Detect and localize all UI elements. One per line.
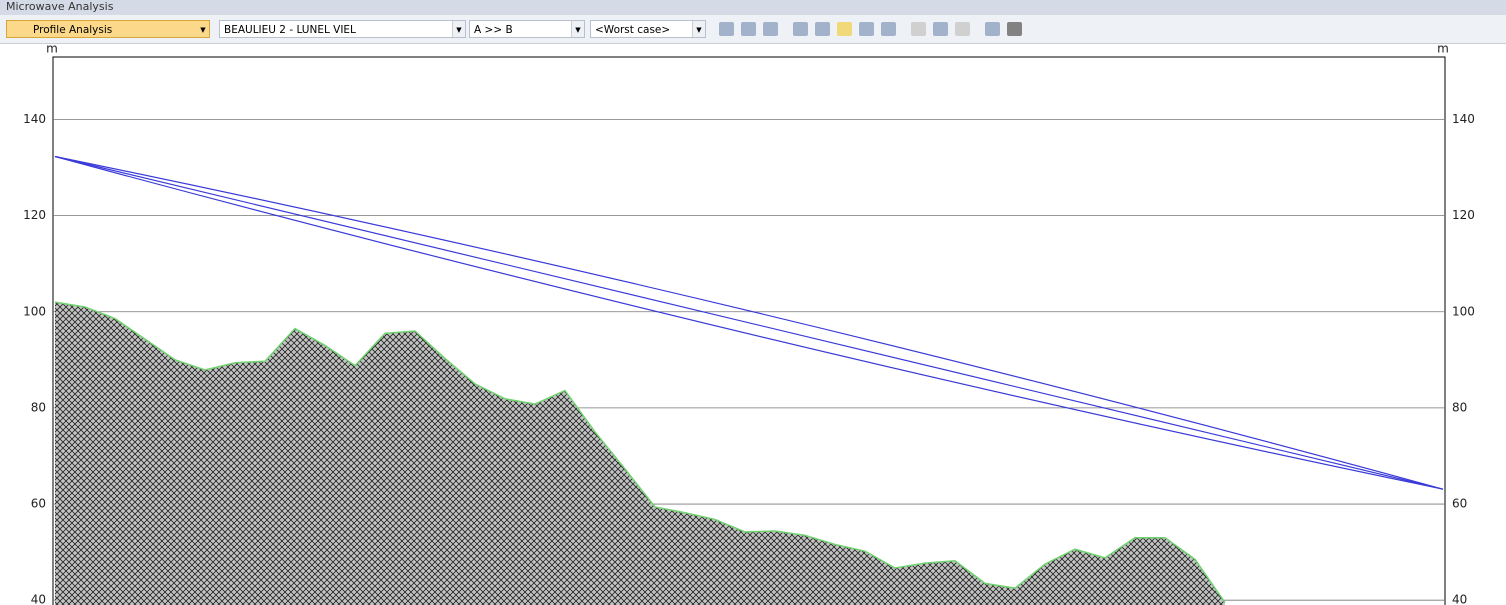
tool-icon[interactable] <box>1007 22 1022 36</box>
dropdown-arrow: ▼ <box>452 21 465 37</box>
tool-icon[interactable] <box>793 22 808 36</box>
dropdown-arrow: ▼ <box>571 21 584 37</box>
dropdown-arrow: ▼ <box>692 21 705 37</box>
mode-combo[interactable]: Profile Analysis ▼ <box>6 20 210 38</box>
y-tick-label: 140 <box>23 112 46 126</box>
y2-tick-label: 40 <box>1452 593 1467 605</box>
tool-icon[interactable] <box>741 22 756 36</box>
right-axis-label: m <box>1437 43 1449 56</box>
link-combo[interactable]: BEAULIEU 2 - LUNEL VIEL ▼ <box>219 20 466 38</box>
terrain-line <box>54 301 1226 604</box>
link-line <box>54 155 1444 490</box>
case-text: <Worst case> <box>595 24 671 36</box>
y-tick-label: 60 <box>31 497 46 511</box>
tool-icon[interactable] <box>763 22 778 36</box>
terrain-area <box>55 302 1225 605</box>
link-text: BEAULIEU 2 - LUNEL VIEL <box>224 24 356 36</box>
plot-frame <box>52 56 1446 605</box>
mode-text: Profile Analysis <box>33 24 113 36</box>
window-title: Microwave Analysis <box>0 0 1506 15</box>
tool-icon[interactable] <box>985 22 1000 36</box>
y2-tick-label: 140 <box>1452 112 1475 126</box>
y2-tick-label: 60 <box>1452 497 1467 511</box>
tool-icon[interactable] <box>859 22 874 36</box>
dropdown-arrow: ▼ <box>197 21 209 37</box>
direction-text: A >> B <box>474 24 513 36</box>
chart: m m 40 40 60 60 80 80 100 100 120 120 140 140 <box>23 43 1475 605</box>
tool-icon[interactable] <box>837 22 852 36</box>
tool-icon[interactable] <box>955 22 970 36</box>
y-tick-label: 40 <box>31 593 46 605</box>
tool-icon[interactable] <box>719 22 734 36</box>
y-tick-label: 100 <box>23 304 46 318</box>
case-combo[interactable]: <Worst case> ▼ <box>590 20 706 38</box>
y2-tick-label: 100 <box>1452 304 1475 318</box>
tool-icon[interactable] <box>911 22 926 36</box>
y-tick-label: 120 <box>23 208 46 222</box>
toolbar: Profile Analysis ▼ BEAULIEU 2 - LUNEL VIE… <box>0 15 1506 44</box>
y-tick-label: 80 <box>31 400 46 414</box>
direction-combo[interactable]: A >> B ▼ <box>469 20 585 38</box>
tool-icon[interactable] <box>933 22 948 36</box>
link-line <box>54 155 1444 490</box>
tool-icon[interactable] <box>881 22 896 36</box>
tool-icon[interactable] <box>815 22 830 36</box>
left-axis-label: m <box>46 43 58 56</box>
y2-tick-label: 80 <box>1452 400 1467 414</box>
y2-tick-label: 120 <box>1452 208 1475 222</box>
